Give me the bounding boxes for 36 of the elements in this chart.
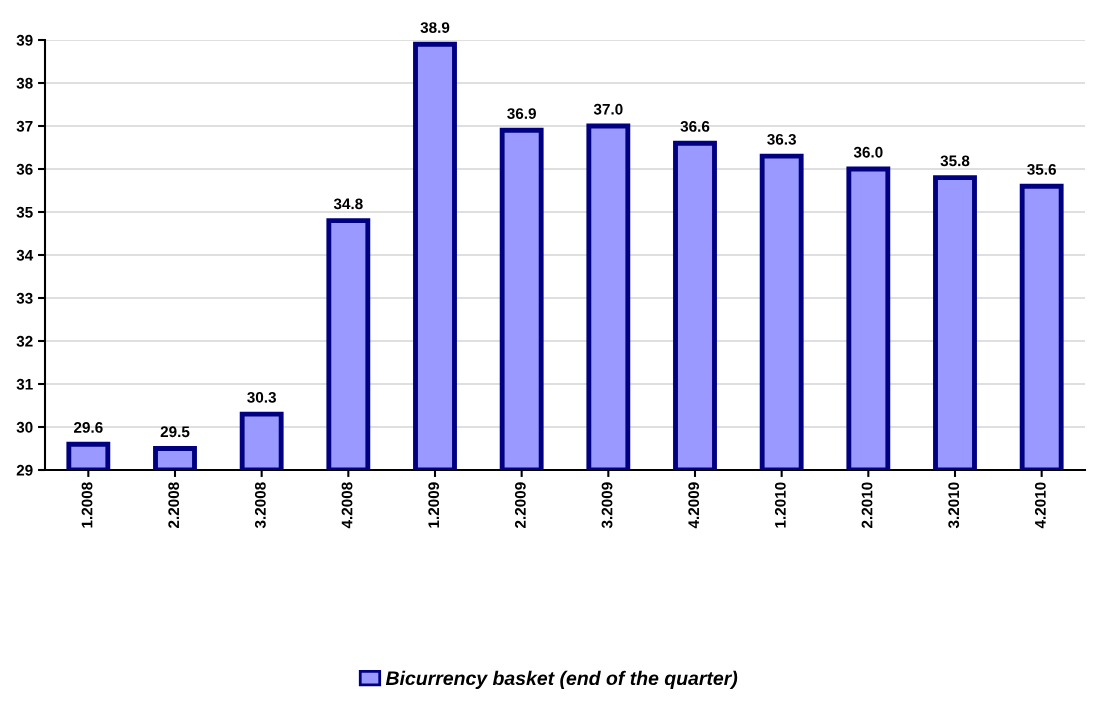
y-tick-label: 34 (16, 249, 34, 261)
y-tick-label: 29 (16, 464, 33, 476)
data-label: 36.6 (680, 121, 710, 132)
legend-label: Bicurrency basket (end of the quarter) (385, 670, 738, 689)
data-label: 35.6 (1027, 164, 1056, 175)
y-tick-label: 30 (16, 421, 33, 433)
data-label: 36.0 (853, 146, 883, 158)
x-tick-label: 2.2008 (168, 482, 180, 528)
y-tick-label: 38 (16, 77, 33, 89)
y-tick-label: 33 (16, 292, 33, 304)
data-label: 29.6 (74, 422, 103, 433)
x-tick-label: 3.2010 (948, 482, 960, 529)
x-tick-label: 1.2008 (81, 482, 93, 528)
x-tick-label: 2.2009 (514, 482, 526, 528)
data-label: 29.5 (160, 426, 190, 438)
data-label: 37.0 (593, 103, 623, 115)
x-tick-label: 4.2008 (341, 482, 353, 529)
data-label: 38.9 (420, 22, 450, 33)
y-tick-label: 39 (16, 34, 33, 46)
x-tick-label: 1.2009 (428, 482, 440, 528)
data-label: 34.8 (333, 198, 363, 210)
data-label: 35.8 (940, 155, 970, 167)
data-label: 36.9 (507, 108, 536, 119)
x-tick-label: 2.2010 (861, 482, 873, 528)
y-tick-label: 35 (16, 206, 33, 218)
x-tick-label: 3.2008 (254, 482, 266, 529)
y-tick-label: 37 (16, 120, 33, 132)
y-tick-label: 36 (16, 163, 33, 175)
y-tick-label: 32 (16, 335, 33, 347)
data-label: 30.3 (247, 391, 276, 403)
x-tick-label: 3.2009 (601, 482, 613, 529)
x-tick-label: 4.2009 (688, 482, 700, 529)
data-label: 36.3 (767, 133, 796, 145)
y-tick-label: 31 (16, 378, 33, 390)
x-tick-label: 1.2010 (774, 482, 786, 528)
x-tick-label: 4.2010 (1034, 482, 1046, 529)
